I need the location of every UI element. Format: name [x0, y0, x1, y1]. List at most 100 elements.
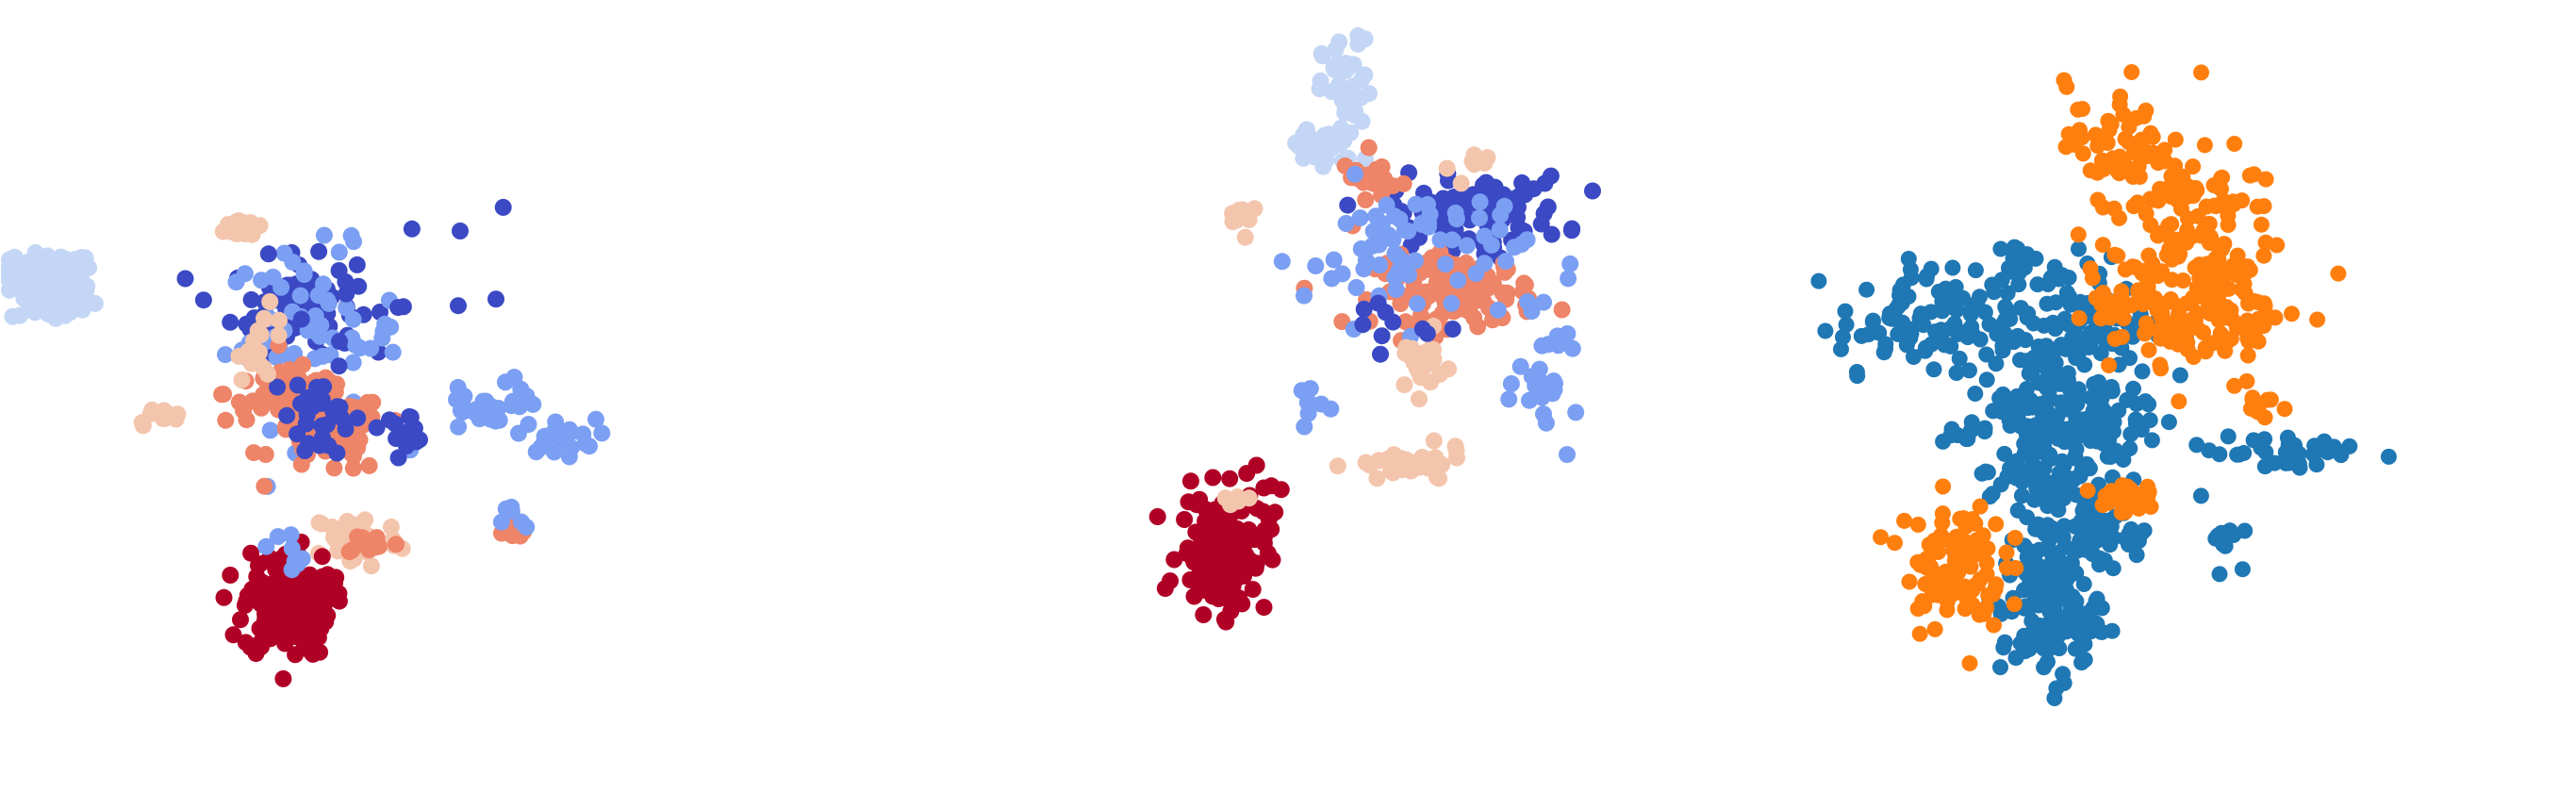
scatter-point: [1482, 236, 1500, 254]
scatter-point: [382, 518, 400, 536]
scatter-point: [2074, 101, 2090, 117]
scatter-point: [1543, 225, 1560, 243]
scatter-point: [2211, 294, 2228, 311]
scatter-point: [330, 243, 348, 261]
scatter-point: [2187, 313, 2204, 330]
scatter-point: [1372, 345, 1389, 363]
scatter-panel-left: [1, 198, 611, 687]
scatter-point: [8, 260, 26, 278]
scatter-point: [1429, 272, 1447, 289]
scatter-point: [361, 396, 379, 414]
point-cluster: [497, 369, 536, 416]
scatter-point: [1452, 174, 1470, 192]
scatter-point: [2210, 312, 2227, 328]
scatter-point: [43, 293, 61, 311]
scatter-point: [2081, 505, 2098, 522]
scatter-point: [2171, 367, 2188, 384]
scatter-point: [1332, 120, 1350, 137]
scatter-point: [344, 459, 362, 477]
scatter-point: [2101, 357, 2118, 373]
scatter-point: [217, 346, 234, 364]
scatter-point: [2078, 459, 2095, 476]
scatter-point: [1339, 196, 1357, 214]
scatter-point: [286, 553, 304, 570]
scatter-point: [1307, 257, 1325, 274]
scatter-point: [242, 290, 260, 308]
scatter-point: [330, 357, 348, 375]
scatter-point: [2256, 431, 2273, 448]
scatter-point: [2096, 380, 2113, 397]
scatter-point: [1347, 279, 1365, 296]
scatter-point: [2076, 652, 2093, 668]
scatter-point: [289, 376, 306, 394]
scatter-point: [282, 526, 300, 544]
scatter-point: [2179, 341, 2196, 358]
scatter-point: [286, 602, 304, 619]
scatter-point: [2110, 402, 2127, 419]
scatter-point: [1425, 432, 1443, 450]
scatter-point: [1239, 532, 1257, 550]
scatter-point: [2255, 247, 2272, 264]
scatter-point: [2180, 178, 2197, 195]
scatter-point: [1901, 573, 1918, 590]
point-cluster: [448, 378, 542, 442]
scatter-point: [2141, 412, 2158, 429]
scatter-point: [86, 294, 104, 312]
scatter-point: [356, 511, 374, 529]
scatter-point: [1917, 552, 1934, 569]
scatter-point: [1511, 357, 1529, 375]
scatter-point: [2020, 305, 2037, 322]
point-cluster: [215, 534, 348, 687]
scatter-point: [2242, 400, 2259, 417]
scatter-point: [2058, 78, 2075, 95]
scatter-point: [2019, 246, 2036, 263]
scatter-point: [1266, 503, 1284, 521]
scatter-point: [1891, 296, 1907, 313]
scatter-point: [450, 418, 468, 436]
scatter-point: [2167, 183, 2184, 200]
scatter-point: [2137, 393, 2154, 410]
scatter-point: [497, 500, 515, 518]
scatter-point: [2072, 425, 2089, 442]
scatter-point: [2046, 690, 2063, 706]
scatter-point: [1560, 270, 1577, 288]
scatter-point: [2114, 328, 2130, 345]
scatter-point: [2039, 371, 2056, 388]
scatter-point: [2229, 247, 2246, 264]
scatter-point: [1896, 512, 1913, 529]
scatter-point: [2122, 481, 2139, 498]
scatter-point: [2025, 446, 2042, 463]
scatter-point: [450, 297, 467, 315]
scatter-point: [2039, 295, 2056, 312]
scatter-point: [2220, 217, 2237, 233]
scatter-point: [2079, 482, 2096, 499]
scatter-point: [219, 216, 237, 234]
scatter-point: [2010, 276, 2027, 293]
scatter-point: [388, 536, 405, 553]
scatter-point: [1900, 251, 1917, 267]
scatter-point: [1996, 445, 2013, 462]
scatter-point: [1217, 613, 1235, 631]
scatter-point: [306, 307, 324, 324]
scatter-point: [253, 272, 271, 289]
scatter-point: [1997, 325, 2013, 342]
scatter-point: [2341, 437, 2358, 454]
scatter-point: [1323, 270, 1341, 288]
scatter-point: [2071, 310, 2088, 326]
scatter-point: [2070, 226, 2087, 243]
scatter-point: [1817, 322, 1834, 339]
scatter-point: [2066, 543, 2082, 560]
scatter-point: [1948, 365, 1965, 381]
scatter-point: [518, 519, 536, 536]
scatter-point: [312, 515, 330, 533]
scatter-point: [1926, 620, 1943, 637]
scatter-point: [2137, 290, 2154, 307]
scatter-point: [287, 646, 305, 664]
scatter-point: [1906, 349, 1922, 365]
scatter-point: [1386, 269, 1404, 287]
scatter-point: [1357, 191, 1375, 208]
scatter-point: [1833, 340, 1849, 357]
point-cluster: [257, 526, 311, 579]
scatter-point: [325, 459, 343, 477]
scatter-point: [1903, 325, 1920, 342]
